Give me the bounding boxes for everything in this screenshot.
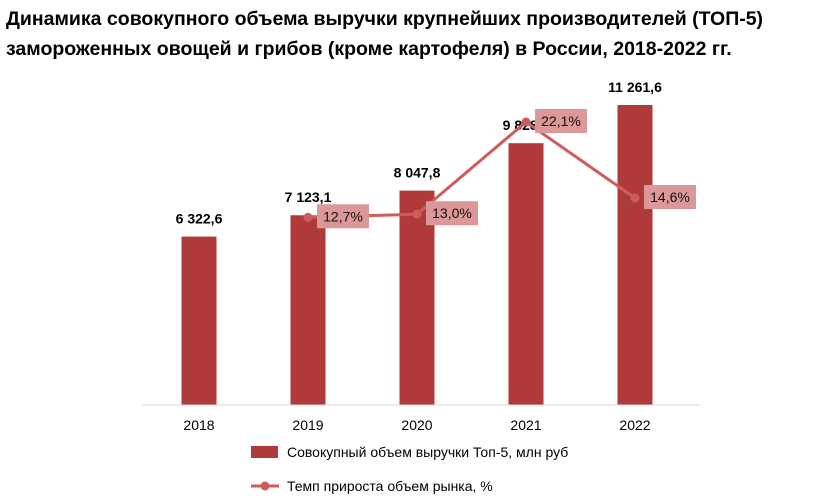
growth-label-2022: 14,6% <box>650 189 690 205</box>
x-tick-2021: 2021 <box>510 417 541 433</box>
legend-line-label: Темп прироста объем рынка, % <box>287 478 493 494</box>
growth-label-bg-2021 <box>535 109 587 133</box>
growth-point-2020 <box>412 209 422 219</box>
bar-2021 <box>508 143 544 405</box>
chart-title: Динамика совокупного объема выручки круп… <box>6 8 764 60</box>
x-tick-2018: 2018 <box>183 417 214 433</box>
growth-label-bg-2020 <box>426 201 478 226</box>
x-tick-2022: 2022 <box>619 417 650 433</box>
growth-label-bg-2019 <box>317 204 369 229</box>
bar-value-label-2019: 7 123,1 <box>285 189 332 205</box>
bar-2019 <box>290 215 326 405</box>
growth-point-2019 <box>303 212 313 222</box>
legend-bar-swatch <box>251 446 278 458</box>
legend-line-marker <box>260 481 270 491</box>
bars-layer: 6 322,67 123,18 047,89 828,411 261,6 <box>176 79 662 405</box>
growth-label-2020: 13,0% <box>432 205 472 221</box>
legend: Совокупный объем выручки Топ-5, млн руб … <box>251 444 568 494</box>
x-tick-2020: 2020 <box>401 417 432 433</box>
bar-2018 <box>181 236 217 405</box>
bar-value-label-2022: 11 261,6 <box>608 79 662 95</box>
bar-value-label-2020: 8 047,8 <box>394 165 441 181</box>
x-axis-ticks: 2018 2019 2020 2021 2022 <box>183 417 650 433</box>
bar-2022 <box>617 105 653 405</box>
legend-bar-label: Совокупный объем выручки Топ-5, млн руб <box>287 444 568 460</box>
growth-label-2021: 22,1% <box>541 113 581 129</box>
growth-line-layer: 12,7% 13,0% 22,1% 14,6% <box>303 109 696 229</box>
bar-value-label-2018: 6 322,6 <box>176 211 223 227</box>
growth-point-2022 <box>630 193 640 203</box>
growth-point-2021 <box>521 117 531 127</box>
x-tick-2019: 2019 <box>292 417 323 433</box>
growth-label-2019: 12,7% <box>323 208 363 224</box>
bar-2020 <box>399 190 435 405</box>
growth-label-bg-2022 <box>644 185 696 210</box>
